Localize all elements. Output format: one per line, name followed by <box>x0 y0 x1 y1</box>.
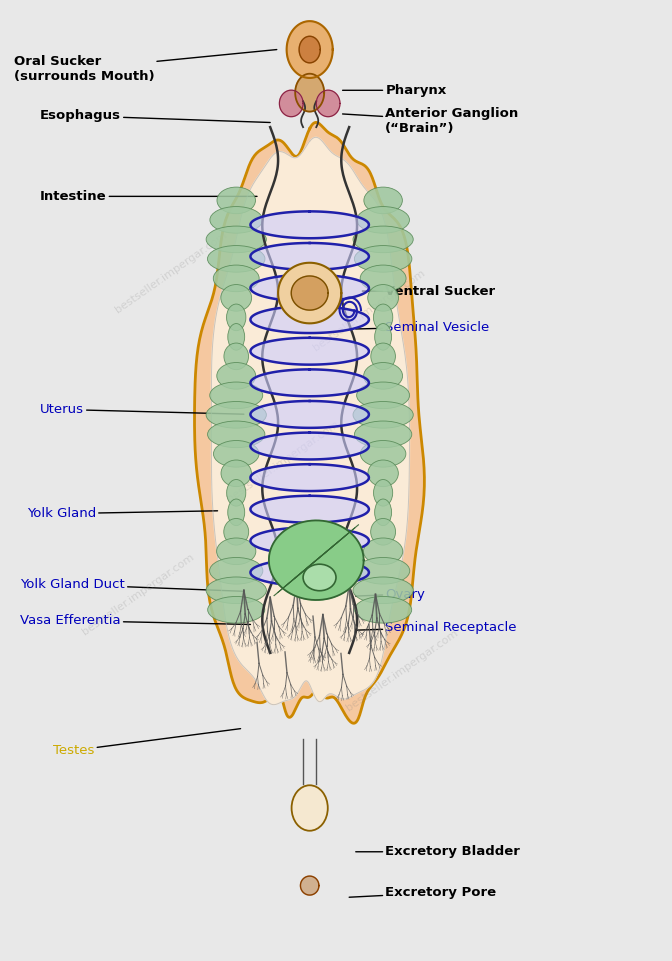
Text: Uterus: Uterus <box>40 403 244 416</box>
Ellipse shape <box>226 304 246 331</box>
Polygon shape <box>269 521 364 600</box>
Ellipse shape <box>303 564 336 591</box>
Polygon shape <box>251 275 369 302</box>
Text: Pharynx: Pharynx <box>343 84 447 97</box>
Ellipse shape <box>217 362 255 389</box>
Ellipse shape <box>206 226 266 253</box>
Ellipse shape <box>364 362 403 389</box>
Ellipse shape <box>355 597 412 623</box>
Ellipse shape <box>210 557 263 584</box>
Text: bestseller.impergar.com: bestseller.impergar.com <box>344 628 460 712</box>
Text: Excretory Bladder: Excretory Bladder <box>355 846 520 858</box>
Polygon shape <box>251 496 369 523</box>
Polygon shape <box>251 559 369 586</box>
Polygon shape <box>194 122 425 724</box>
Ellipse shape <box>213 265 259 292</box>
Ellipse shape <box>354 246 412 272</box>
Polygon shape <box>278 262 341 323</box>
Ellipse shape <box>210 382 263 408</box>
Ellipse shape <box>221 460 251 486</box>
Ellipse shape <box>210 207 263 234</box>
Ellipse shape <box>208 597 265 623</box>
Ellipse shape <box>224 343 249 370</box>
Polygon shape <box>300 876 319 895</box>
Ellipse shape <box>368 460 398 486</box>
Text: Testes: Testes <box>53 728 241 757</box>
Polygon shape <box>299 37 320 62</box>
Ellipse shape <box>224 519 249 545</box>
Ellipse shape <box>360 440 406 467</box>
Polygon shape <box>251 337 369 364</box>
Polygon shape <box>251 369 369 396</box>
Ellipse shape <box>354 421 412 448</box>
Ellipse shape <box>214 440 259 467</box>
Ellipse shape <box>357 557 410 584</box>
Ellipse shape <box>353 402 413 429</box>
Ellipse shape <box>371 519 396 545</box>
Text: Ventral Sucker: Ventral Sucker <box>362 284 495 298</box>
Ellipse shape <box>217 187 255 213</box>
Text: Oral Sucker
(surrounds Mouth): Oral Sucker (surrounds Mouth) <box>13 50 277 83</box>
Ellipse shape <box>357 207 409 234</box>
Ellipse shape <box>368 284 398 311</box>
Polygon shape <box>287 21 333 78</box>
Text: Vasa Efferentia: Vasa Efferentia <box>20 614 251 628</box>
Polygon shape <box>251 211 369 238</box>
Polygon shape <box>295 74 324 111</box>
Polygon shape <box>251 307 369 333</box>
Ellipse shape <box>353 577 413 604</box>
Ellipse shape <box>353 226 413 253</box>
Ellipse shape <box>206 577 266 604</box>
Text: bestseller.impergar.com: bestseller.impergar.com <box>81 552 196 637</box>
Ellipse shape <box>364 538 403 565</box>
Text: Yolk Gland: Yolk Gland <box>27 507 218 520</box>
Polygon shape <box>251 243 369 270</box>
Polygon shape <box>291 276 328 310</box>
Text: Yolk Gland Duct: Yolk Gland Duct <box>20 579 244 591</box>
Ellipse shape <box>360 265 406 292</box>
Text: bestseller.impergar.com: bestseller.impergar.com <box>311 267 427 353</box>
Ellipse shape <box>374 480 392 506</box>
Ellipse shape <box>357 382 410 408</box>
Ellipse shape <box>364 187 403 213</box>
Ellipse shape <box>374 304 393 331</box>
Ellipse shape <box>371 343 395 370</box>
Text: Esophagus: Esophagus <box>40 110 270 122</box>
Ellipse shape <box>221 284 251 311</box>
Ellipse shape <box>226 480 246 506</box>
Ellipse shape <box>292 785 328 830</box>
Polygon shape <box>280 90 303 116</box>
Polygon shape <box>251 464 369 491</box>
Ellipse shape <box>228 499 245 526</box>
Ellipse shape <box>216 538 256 565</box>
Polygon shape <box>251 432 369 459</box>
Text: bestseller.impergar.com: bestseller.impergar.com <box>226 419 341 505</box>
Text: Ovary: Ovary <box>355 588 425 601</box>
Text: Seminal Receptacle: Seminal Receptacle <box>355 621 517 634</box>
Polygon shape <box>212 137 409 704</box>
Text: Anterior Ganglion
(“Brain”): Anterior Ganglion (“Brain”) <box>343 107 519 135</box>
Ellipse shape <box>374 499 392 526</box>
Ellipse shape <box>206 402 266 429</box>
Ellipse shape <box>208 246 265 272</box>
Polygon shape <box>251 401 369 428</box>
Text: bestseller.impergar.com: bestseller.impergar.com <box>114 230 229 315</box>
Polygon shape <box>251 528 369 554</box>
Text: Excretory Pore: Excretory Pore <box>349 886 497 899</box>
Ellipse shape <box>208 421 265 448</box>
Polygon shape <box>317 90 340 116</box>
Text: Seminal Vesicle: Seminal Vesicle <box>355 321 490 333</box>
Text: Intestine: Intestine <box>40 190 257 203</box>
Ellipse shape <box>228 324 245 350</box>
Ellipse shape <box>375 324 392 350</box>
